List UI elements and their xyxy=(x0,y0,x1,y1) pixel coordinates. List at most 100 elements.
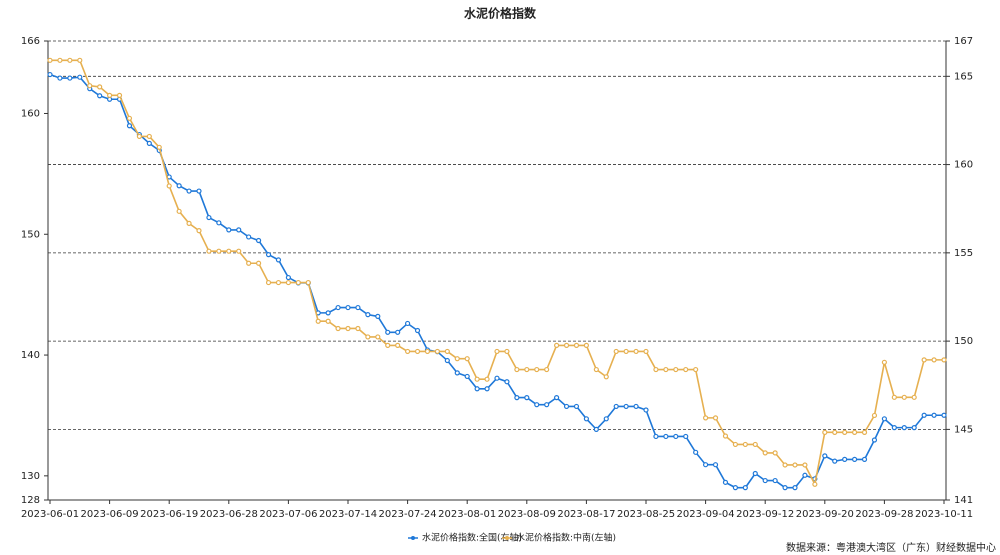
x-tick-label: 2023-07-14 xyxy=(319,509,377,520)
data-point xyxy=(325,318,331,324)
data-point xyxy=(484,376,490,382)
x-tick-label: 2023-09-12 xyxy=(736,509,794,520)
data-point xyxy=(643,348,649,355)
data-point xyxy=(732,485,739,491)
data-point xyxy=(593,426,599,432)
y-tick-label: 130 xyxy=(21,471,40,482)
y2-tick-label: 145 xyxy=(954,424,973,435)
data-point xyxy=(524,395,530,401)
data-point xyxy=(504,348,510,355)
data-point xyxy=(355,304,361,311)
data-point xyxy=(275,279,282,286)
data-point xyxy=(77,74,83,80)
data-point xyxy=(931,412,937,418)
data-point xyxy=(265,252,272,258)
data-point xyxy=(663,366,669,373)
data-point xyxy=(544,402,550,408)
source-note: 数据来源：粤港澳大湾区（广东）财经数据中心 xyxy=(786,541,996,554)
data-point xyxy=(57,57,63,63)
data-point xyxy=(851,456,858,462)
data-point xyxy=(583,416,590,422)
data-point xyxy=(842,429,848,435)
data-point xyxy=(186,220,192,226)
x-tick-label: 2023-08-25 xyxy=(617,509,675,520)
data-point xyxy=(712,415,719,421)
data-point xyxy=(196,228,202,234)
data-point xyxy=(484,386,490,392)
data-point xyxy=(553,395,560,401)
data-point xyxy=(802,472,808,478)
data-point xyxy=(126,115,133,121)
data-point xyxy=(285,279,291,286)
x-tick-label: 2023-10-11 xyxy=(915,509,973,520)
data-point xyxy=(216,248,222,254)
x-tick-label: 2023-08-09 xyxy=(498,509,556,520)
data-point xyxy=(236,227,242,233)
data-point xyxy=(196,188,202,194)
x-tick-label: 2023-07-24 xyxy=(379,509,437,520)
data-point xyxy=(702,415,709,421)
data-point xyxy=(921,412,927,418)
legend-marker xyxy=(411,536,415,540)
data-point xyxy=(683,366,689,373)
x-tick-label: 2023-08-17 xyxy=(557,509,615,520)
series-line xyxy=(49,73,944,489)
data-point xyxy=(832,429,838,435)
data-point xyxy=(67,57,73,63)
data-point xyxy=(822,429,828,435)
data-point xyxy=(563,403,570,410)
data-point xyxy=(563,342,570,348)
y2-tick-label: 165 xyxy=(954,71,973,82)
x-tick-label: 2023-09-20 xyxy=(796,509,854,520)
data-point xyxy=(226,227,232,233)
data-point xyxy=(57,75,63,81)
data-point xyxy=(941,412,947,418)
data-point xyxy=(355,325,361,332)
y2-tick-label: 167 xyxy=(954,36,973,47)
data-point xyxy=(345,325,351,332)
data-point xyxy=(534,402,540,408)
data-point xyxy=(732,441,739,448)
data-point xyxy=(504,379,510,385)
data-point xyxy=(702,462,709,468)
data-point xyxy=(911,394,917,400)
x-tick-label: 2023-09-28 xyxy=(855,509,913,520)
data-point xyxy=(414,327,421,334)
data-point xyxy=(871,412,878,419)
data-point xyxy=(335,304,341,311)
data-point xyxy=(742,485,748,491)
data-point xyxy=(683,433,689,440)
data-point xyxy=(722,479,729,485)
data-point xyxy=(335,325,341,332)
data-point xyxy=(663,433,669,440)
data-point xyxy=(345,304,351,311)
data-point xyxy=(613,403,619,410)
data-point xyxy=(772,450,778,456)
data-point xyxy=(792,462,798,468)
data-point xyxy=(693,366,699,373)
data-point xyxy=(47,71,53,78)
data-point xyxy=(206,248,212,254)
data-point xyxy=(842,456,848,462)
data-point xyxy=(315,318,321,324)
y-tick-label: 140 xyxy=(21,350,40,361)
data-point xyxy=(97,93,103,99)
data-point xyxy=(891,394,897,400)
y2-tick-label: 150 xyxy=(954,336,973,347)
data-point xyxy=(782,485,788,491)
data-point xyxy=(395,342,401,348)
data-point xyxy=(375,334,381,340)
data-point xyxy=(236,248,242,254)
data-point xyxy=(365,312,371,318)
data-point xyxy=(395,329,401,335)
data-point xyxy=(643,407,649,413)
data-point xyxy=(573,342,580,348)
data-point xyxy=(534,366,540,373)
data-point xyxy=(544,366,550,373)
data-point xyxy=(772,477,778,484)
data-point xyxy=(305,279,311,286)
data-point xyxy=(792,485,798,491)
data-point xyxy=(494,375,500,381)
data-point xyxy=(246,234,252,240)
data-point xyxy=(901,394,907,400)
